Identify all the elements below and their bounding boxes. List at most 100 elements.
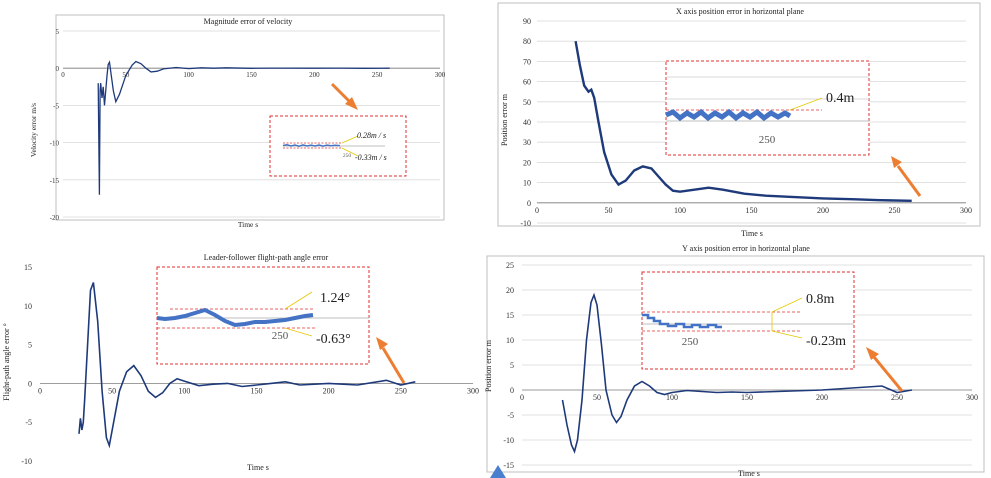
- x-tick-label: 250: [372, 71, 383, 79]
- y-tick-label: 5: [56, 28, 60, 36]
- y-tick-label: -5: [25, 418, 32, 427]
- y-tick-label: 70: [523, 57, 531, 66]
- panel-flight-path: Leader-follower flight-path angle error …: [2, 253, 479, 472]
- y-tick-label: 20: [506, 286, 514, 295]
- y-tick-label: -5: [507, 411, 514, 420]
- arrow-head: [866, 347, 879, 360]
- x-tick-label: 200: [816, 393, 828, 402]
- x-tick-label: 0: [38, 386, 42, 395]
- callout-line: [284, 327, 313, 337]
- x-tick-label: 100: [178, 386, 190, 395]
- x-tick-label: 250: [395, 386, 407, 395]
- y-tick-label: 15: [506, 311, 514, 320]
- panel-y-position: Y axis position error in horizontal plan…: [484, 244, 985, 478]
- chart-title: Leader-follower flight-path angle error: [204, 253, 329, 262]
- x-tick-label: 250: [891, 393, 903, 402]
- y-axis-label: Velocity error m/s: [29, 103, 38, 157]
- y-tick-label: -15: [50, 177, 60, 185]
- y-tick-label: -15: [503, 461, 514, 470]
- x-tick-label: 50: [605, 206, 613, 215]
- chart-title: X axis position error in horizontal plan…: [676, 7, 804, 16]
- y-tick-label: 5: [510, 361, 514, 370]
- y-tick-label: 40: [523, 118, 531, 127]
- callout-line: [771, 297, 803, 313]
- x-axis-label: Time s: [238, 220, 258, 229]
- x-axis-label: Time s: [741, 229, 763, 238]
- x-tick-label: 100: [674, 206, 686, 215]
- y-tick-label: -10: [503, 436, 514, 445]
- y-tick-label: 5: [28, 341, 32, 350]
- panel-x-position: X axis position error in horizontal plan…: [497, 2, 981, 238]
- callout-line: [771, 330, 803, 339]
- y-tick-label: 0: [510, 386, 514, 395]
- chart-title: Y axis position error in horizontal plan…: [682, 244, 810, 253]
- panel-velocity: Magnitude error of velocity 5 0 -5 -10 -15 -2…: [29, 14, 446, 229]
- y-tick-label: 90: [523, 17, 531, 26]
- y-tick-label: 0: [56, 65, 60, 73]
- inset-series: [665, 108, 792, 122]
- inset-lower-label: -0.33m / s: [355, 153, 387, 162]
- y-tick-label: 10: [506, 336, 514, 345]
- x-tick-label: 50: [593, 393, 601, 402]
- x-tick-label: 200: [323, 386, 335, 395]
- y-tick-label: 25: [506, 261, 514, 270]
- inset-series: [156, 307, 314, 328]
- inset-upper-label: 0.8m: [806, 292, 835, 307]
- y-tick-label: 0: [527, 199, 531, 208]
- x-tick-label: 200: [309, 71, 320, 79]
- inset-upper-label: 0.4m: [826, 91, 855, 106]
- inset-tick-label: 250: [343, 153, 352, 159]
- y-tick-label: 80: [523, 37, 531, 46]
- y-tick-label: 60: [523, 78, 531, 87]
- y-tick-label: 10: [24, 302, 32, 311]
- y-tick-label: -10: [520, 219, 531, 228]
- x-tick-label: 150: [746, 206, 758, 215]
- series-line: [574, 40, 912, 202]
- arrow-head: [345, 97, 358, 110]
- callout-line: [789, 97, 823, 111]
- x-tick-label: 0: [535, 206, 539, 215]
- x-axis-label: Time s: [738, 469, 760, 478]
- arrow-shaft: [381, 347, 406, 384]
- callout-line: [341, 135, 359, 144]
- x-tick-label: 300: [435, 71, 446, 79]
- x-tick-label: 100: [183, 71, 194, 79]
- y-tick-label: -10: [21, 457, 32, 466]
- y-tick-label: 10: [523, 179, 531, 188]
- inset-lower-label: -0.63°: [316, 332, 351, 347]
- inset-tick-label: 250: [682, 336, 699, 348]
- diamond-marker-icon: [490, 465, 506, 478]
- series-line: [78, 282, 416, 449]
- x-tick-label: 100: [666, 393, 678, 402]
- series-line: [561, 292, 913, 454]
- inset-series: [642, 313, 722, 329]
- chart-title: Magnitude error of velocity: [204, 17, 293, 26]
- inset-box: [641, 271, 855, 370]
- y-axis-label: Position error m: [484, 339, 493, 392]
- y-tick-label: 30: [523, 138, 531, 147]
- x-axis-label: Time s: [247, 463, 269, 472]
- x-tick-label: 150: [246, 71, 257, 79]
- inset-upper-label: 1.24°: [320, 291, 350, 306]
- y-tick-label: -5: [53, 102, 59, 110]
- x-tick-label: 0: [61, 71, 65, 79]
- x-tick-label: 300: [966, 393, 978, 402]
- y-axis-label: Flight-path angle error °: [2, 323, 11, 401]
- y-axis-label: Position error m: [500, 93, 509, 146]
- y-tick-label: 20: [523, 158, 531, 167]
- y-tick-label: 50: [523, 98, 531, 107]
- y-tick-label: -10: [50, 140, 60, 148]
- arrow-head: [376, 337, 388, 350]
- arrow-head: [891, 156, 902, 168]
- y-tick-label: -20: [50, 214, 60, 222]
- x-tick-label: 150: [251, 386, 263, 395]
- callout-line: [341, 147, 359, 157]
- arrow-shaft: [896, 165, 922, 197]
- y-tick-label: 15: [24, 263, 32, 272]
- inset-tick-label: 250: [272, 330, 289, 342]
- y-tick-label: 0: [28, 379, 32, 388]
- x-tick-label: 200: [817, 206, 829, 215]
